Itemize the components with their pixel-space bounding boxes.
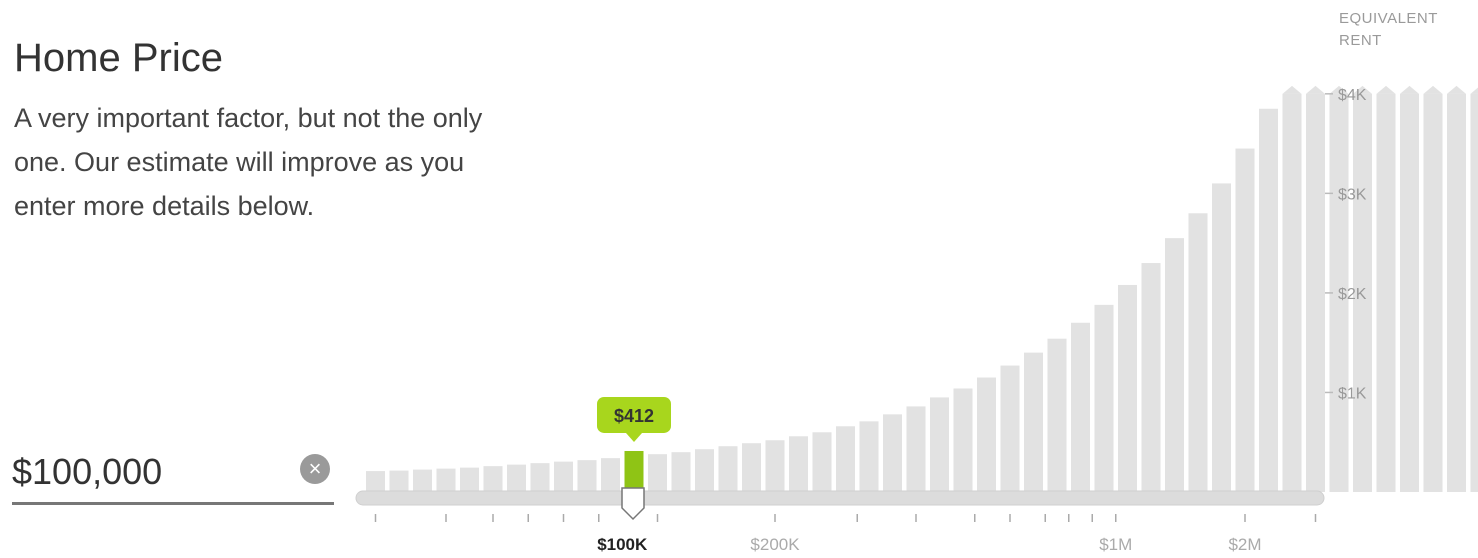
bar[interactable] (1282, 93, 1302, 493)
bar[interactable] (1024, 352, 1043, 492)
bar[interactable] (1423, 93, 1443, 493)
bar[interactable] (742, 443, 761, 492)
selected-value-bubble: $412 (597, 396, 671, 442)
slider-track[interactable] (355, 490, 1325, 506)
bar[interactable] (413, 469, 432, 492)
x-axis: $100K $200K $1M $2M (374, 514, 1317, 554)
bar-selected[interactable] (624, 450, 644, 492)
bar[interactable] (366, 471, 385, 492)
x-tick-label: $1M (1099, 535, 1132, 554)
bar[interactable] (883, 414, 902, 492)
bar[interactable] (1118, 284, 1137, 492)
home-price-input[interactable] (12, 446, 282, 498)
bar[interactable] (812, 432, 832, 492)
bar[interactable] (1141, 263, 1161, 492)
bar-cap (1329, 85, 1349, 94)
bar[interactable] (1259, 108, 1278, 492)
bar-cap (1423, 85, 1443, 94)
bar[interactable] (859, 421, 879, 492)
bar[interactable] (1470, 93, 1478, 493)
bar[interactable] (1071, 322, 1090, 492)
bar[interactable] (1047, 338, 1067, 492)
home-price-field: × (12, 440, 334, 505)
bar[interactable] (554, 461, 573, 492)
bar[interactable] (1188, 213, 1208, 493)
bar[interactable] (695, 449, 714, 492)
y-tick-label: $2K (1338, 286, 1367, 303)
bar[interactable] (1212, 183, 1231, 492)
y-tick-label: $4K (1338, 87, 1367, 104)
bubble-pointer (626, 432, 642, 442)
bar[interactable] (436, 468, 456, 492)
bar-cap (1282, 85, 1302, 94)
bar-cap (1470, 87, 1478, 94)
y-axis: $4K $3K $2K $1K (1325, 87, 1367, 402)
x-tick-label: $2M (1228, 535, 1261, 554)
bar-cap (1400, 85, 1419, 94)
bar[interactable] (648, 454, 667, 492)
slider-handle[interactable] (621, 487, 645, 521)
bar[interactable] (1306, 93, 1325, 493)
bar[interactable] (953, 388, 973, 492)
bar[interactable] (765, 440, 785, 492)
bar[interactable] (836, 426, 855, 492)
x-tick-label: $200K (750, 535, 800, 554)
x-tick-label: $100K (597, 535, 648, 554)
bar[interactable] (1353, 93, 1372, 493)
close-circle-icon[interactable]: × (300, 454, 330, 484)
bar[interactable] (577, 460, 597, 492)
bar[interactable] (1235, 148, 1255, 492)
page-description: A very important factor, but not the onl… (14, 103, 483, 221)
y-tick-label: $1K (1338, 385, 1367, 402)
bar-cap (1376, 85, 1396, 94)
slider-handle-shape[interactable] (621, 487, 645, 521)
bar[interactable] (1400, 93, 1419, 493)
bar[interactable] (601, 458, 620, 492)
bubble-box (597, 396, 671, 433)
bar[interactable] (1376, 93, 1396, 493)
bar[interactable] (671, 452, 691, 492)
bar[interactable] (1165, 238, 1184, 492)
y-tick-label: $3K (1338, 186, 1367, 203)
bar-cap (1306, 85, 1325, 94)
bar[interactable] (1329, 93, 1349, 493)
bar[interactable] (906, 406, 926, 492)
bar[interactable] (718, 446, 738, 492)
bar[interactable] (507, 464, 526, 492)
bar[interactable] (1000, 365, 1020, 492)
bar[interactable] (1094, 304, 1114, 492)
bar[interactable] (460, 467, 479, 492)
bars-group (366, 85, 1478, 493)
bar[interactable] (930, 397, 949, 492)
bar[interactable] (1447, 93, 1466, 493)
bar-cap (1447, 85, 1466, 94)
page-title: Home Price (14, 36, 223, 80)
selected-value-label: $412 (614, 406, 654, 426)
bar-cap (1353, 85, 1372, 94)
y-axis-title: EQUIVALENT RENT (1339, 10, 1438, 49)
bar[interactable] (389, 470, 409, 492)
bar[interactable] (483, 466, 503, 492)
bar[interactable] (977, 377, 996, 492)
bar[interactable] (530, 463, 550, 492)
bar[interactable] (789, 436, 808, 492)
